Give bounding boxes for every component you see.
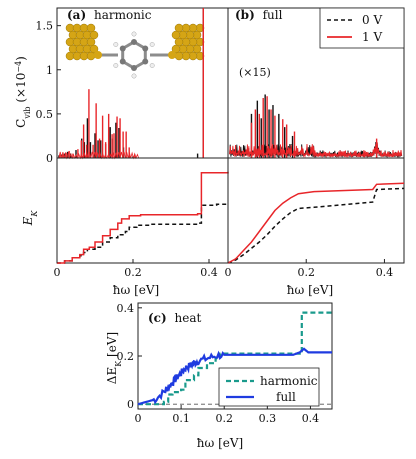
panel-a-ylabel-close: ) — [14, 56, 28, 61]
panel-c-full-line — [137, 347, 332, 406]
panel-c-ylabel-rest: [eV] — [105, 332, 119, 361]
panel-c-legend-label-full: full — [276, 390, 296, 404]
panel-a-lower-1v-line — [57, 171, 229, 264]
molecule-ring — [121, 40, 147, 70]
panel-b-ek-full: 0 0.2 0.4 — [225, 157, 405, 279]
panel-a-ytick-label: 0.5 — [36, 108, 54, 121]
panel-b-legend-label-1v: 1 V — [362, 30, 382, 44]
panel-b-lower-frame — [227, 157, 405, 264]
panel-b-legend: 0 V 1 V — [319, 7, 405, 49]
panel-c-xtick-label: 0.3 — [259, 412, 277, 425]
panel-c-legend-label-harmonic: harmonic — [260, 374, 318, 388]
panel-b-title: (b) full — [235, 8, 283, 22]
panel-b-annotation: (×15) — [239, 66, 271, 79]
panel-a-letter: (a) — [67, 8, 86, 22]
panel-b-legend-box — [319, 7, 405, 49]
panel-b-title-text: full — [263, 8, 283, 22]
panel-a-ylabel-rest: (×10 — [14, 73, 28, 107]
panel-b-lower-xtick-label: 0 — [225, 266, 232, 279]
panel-b-lower-xtick-label: 0.4 — [376, 266, 394, 279]
panel-a-lower-xtick-label: 0.4 — [200, 266, 218, 279]
panel-a-title-text: harmonic — [94, 8, 152, 22]
molecule-carbon-atom — [142, 58, 149, 65]
molecule-anchor-atom — [168, 51, 176, 59]
panel-c-ytick-label: 0.2 — [117, 350, 135, 363]
panel-b-1v-noise — [229, 142, 403, 159]
panel-a-cvib-harmonic: 0 0.5 1 1.5 — [36, 7, 229, 165]
panel-a-lower-ylabel: EK — [21, 210, 39, 227]
panel-b-lower-1v-line — [227, 182, 405, 264]
panel-a-lower-xtick-label: 0 — [54, 266, 61, 279]
panel-c-title: (c) heat — [148, 311, 201, 325]
panel-a-ylabel-sub: vib — [23, 106, 32, 119]
panel-b-letter: (b) — [235, 8, 255, 22]
panel-c-xtick-label: 0 — [135, 412, 142, 425]
panel-c-xtick-label: 0.1 — [172, 412, 190, 425]
panel-c-ylabel: ΔEK [eV] — [105, 332, 123, 384]
panel-c-xlabel: ħω [eV] — [197, 436, 243, 450]
molecule-carbon-atom — [142, 45, 149, 52]
panel-a-ylabel-exp: −4 — [14, 61, 23, 73]
panel-a-lower-ylabel-main: E — [21, 216, 35, 226]
panel-c-legend-box — [218, 367, 320, 407]
molecule-carbon-atom — [131, 65, 137, 71]
panel-a-lower-ylabel-sub: K — [30, 210, 39, 218]
panel-b-lower-xlabel: ħω [eV] — [287, 283, 333, 297]
molecule-anchor-atom — [94, 51, 102, 59]
panel-c-ytick-label: 0 — [127, 398, 134, 411]
panel-b-lower-0v-line — [227, 187, 405, 264]
molecule-gold-atom — [86, 51, 96, 61]
molecule-gold-atom — [174, 51, 184, 61]
panel-a-ylabel: Cvib (×10−4) — [14, 56, 32, 128]
panel-a-ek-harmonic: 0 0.2 0.4 — [54, 157, 229, 279]
panel-b-legend-label-0v: 0 V — [362, 13, 382, 27]
panel-c-xtick-label: 0.2 — [215, 412, 233, 425]
molecule-hydrogen-atom — [149, 63, 155, 68]
molecule-hydrogen-atom — [131, 31, 137, 37]
panel-a-lower-frame — [56, 157, 229, 264]
panel-c-ylabel-sub: K — [114, 360, 123, 367]
molecule-hydrogen-atom — [113, 42, 119, 47]
panel-c-xtick-label: 0.4 — [302, 412, 320, 425]
panel-a-ylabel-main: C — [14, 119, 28, 128]
panel-c-ylabel-main: ΔE — [105, 367, 119, 384]
panel-a-ytick-label: 1.5 — [36, 20, 54, 33]
panel-a-ytick-label: 1 — [46, 64, 53, 77]
panel-c-legend: harmonic full — [218, 367, 320, 407]
panel-a-lower-xlabel: ħω [eV] — [113, 283, 159, 297]
molecule-carbon-atom — [119, 58, 126, 65]
molecule-hydrogen-atom — [113, 63, 119, 68]
molecule-carbon-atom — [131, 39, 137, 45]
panel-a-ytick-label: 0 — [46, 152, 53, 165]
molecule-inset-image — [65, 23, 205, 79]
molecule-hydrogen-atom — [131, 73, 137, 79]
panel-a-lower-xtick-label: 0.2 — [124, 266, 142, 279]
panel-a-title: (a) harmonic — [67, 8, 152, 22]
panel-c-letter: (c) — [148, 311, 167, 325]
molecule-carbon-atom — [119, 45, 126, 52]
panel-b-lower-xtick-label: 0.2 — [297, 266, 315, 279]
molecule-hydrogen-atom — [149, 42, 155, 47]
panel-c-ytick-label: 0.4 — [117, 302, 135, 315]
panel-c-title-text: heat — [175, 311, 202, 325]
